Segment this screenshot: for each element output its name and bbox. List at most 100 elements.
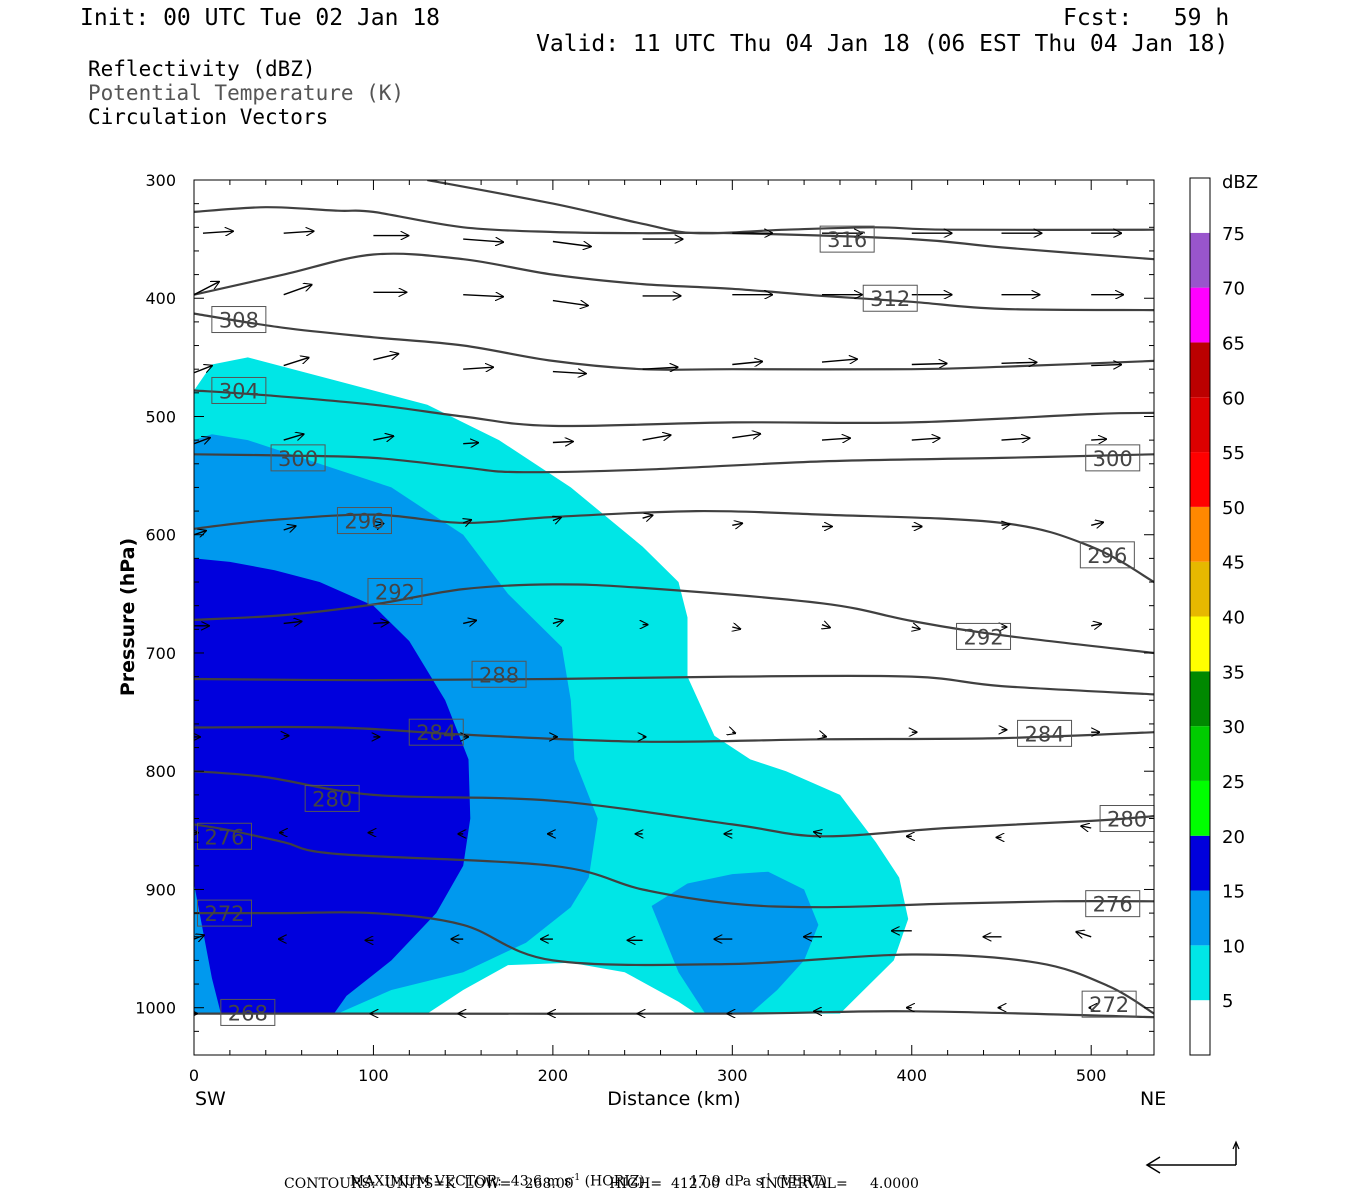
- theta-contour-308: [194, 312, 1154, 371]
- colorbar-label: 10: [1222, 936, 1245, 957]
- colorbar-label: 70: [1222, 279, 1245, 300]
- max-vector-label: MAXIMUM VECTOR:: [349, 1173, 502, 1190]
- theta-contour-label-276: 276: [197, 822, 253, 850]
- colorbar-label: 55: [1222, 443, 1245, 464]
- colorbar-label: 25: [1222, 772, 1245, 793]
- colorbar-segment: [1190, 342, 1210, 398]
- svg-text:284: 284: [416, 721, 456, 745]
- colorbar-segment: [1190, 671, 1210, 727]
- colorbar-label: 65: [1222, 333, 1245, 354]
- colorbar-segment: [1190, 397, 1210, 453]
- svg-text:280: 280: [1107, 808, 1147, 832]
- circulation-vector: [732, 627, 740, 629]
- theta-contour-label-300: 300: [270, 444, 326, 472]
- y-axis-label: Pressure (hPa): [117, 538, 139, 696]
- theta-contour-label-288: 288: [471, 660, 527, 688]
- circulation-vector: [732, 434, 760, 438]
- circulation-vector: [552, 299, 588, 306]
- y-tick-label: 400: [145, 289, 176, 308]
- colorbar-segment: [1190, 945, 1210, 1001]
- theta-contour-276: [194, 823, 1154, 909]
- theta-contour-label-276: 276: [1085, 890, 1141, 918]
- theta-contour-label-308: 308: [211, 306, 267, 334]
- circulation-vector: [373, 524, 383, 527]
- circulation-vector: [463, 443, 478, 444]
- svg-text:304: 304: [219, 379, 259, 403]
- x-axis-label: Distance (km): [607, 1088, 740, 1110]
- colorbar-title: dBZ: [1222, 172, 1258, 193]
- colorbar-label: 20: [1222, 827, 1245, 848]
- horiz-exponent: -1: [571, 1173, 581, 1183]
- theta-contour-316: [194, 206, 1154, 261]
- colorbar-label: 50: [1222, 498, 1245, 519]
- circulation-vector: [732, 523, 742, 525]
- x-tick-label: 500: [1076, 1066, 1107, 1085]
- circulation-vector: [911, 438, 940, 440]
- x-tick-label: 200: [538, 1066, 569, 1085]
- theta-contour-label-312: 312: [862, 284, 918, 312]
- circulation-vector: [821, 438, 850, 440]
- x-tick-label: 0: [189, 1066, 199, 1085]
- x-tick-label: 300: [717, 1066, 748, 1085]
- init-time: Init: 00 UTC Tue 02 Jan 18: [80, 5, 441, 31]
- colorbar-segment: [1190, 1000, 1210, 1055]
- circulation-vector: [732, 732, 735, 733]
- y-tick-label: 900: [145, 880, 176, 899]
- circulation-vector: [463, 295, 503, 297]
- colorbar-segment: [1190, 780, 1210, 836]
- valid-time: Valid: 11 UTC Thu 04 Jan 18 (06 EST Thu …: [536, 31, 1229, 57]
- theta-contour-296: [194, 509, 1154, 583]
- circulation-vector: [373, 622, 388, 623]
- x-left-label: SW: [195, 1088, 226, 1110]
- forecast-hour: Fcst: 59 h: [1063, 5, 1230, 31]
- circulation-vector: [1076, 932, 1092, 937]
- circulation-vector: [553, 518, 561, 521]
- vert-exponent: -1: [762, 1173, 772, 1183]
- colorbar-segment: [1190, 287, 1210, 343]
- theta-contour-label-292: 292: [956, 622, 1012, 650]
- reflectivity-region-15dbz: [194, 558, 471, 1014]
- circulation-vector: [1091, 365, 1121, 366]
- colorbar-label: 30: [1222, 717, 1245, 738]
- circulation-vector: [1091, 439, 1106, 440]
- theta-contour-304: [194, 389, 1154, 428]
- colorbar-label: 40: [1222, 608, 1245, 629]
- circulation-vector: [732, 362, 762, 365]
- y-tick-label: 300: [145, 171, 176, 190]
- colorbar-label: 75: [1222, 224, 1245, 245]
- svg-text:308: 308: [219, 309, 259, 333]
- svg-text:296: 296: [1087, 544, 1127, 568]
- circulation-vector: [283, 526, 296, 530]
- colorbar-segment: [1190, 726, 1210, 781]
- vert-value: 17.9 dPa s: [689, 1173, 763, 1190]
- svg-text:272: 272: [1089, 993, 1129, 1017]
- theta-contour-label-304: 304: [211, 376, 267, 404]
- circulation-vector: [1001, 438, 1030, 440]
- svg-text:268: 268: [228, 1001, 268, 1025]
- theta-contour-292: [194, 583, 1154, 655]
- circulation-vector: [194, 438, 210, 444]
- svg-text:284: 284: [1024, 722, 1064, 746]
- theta-contour-320: [427, 180, 1154, 235]
- horiz-value: 43.6 m s: [510, 1173, 572, 1190]
- theta-contour-label-284: 284: [1017, 719, 1073, 747]
- circulation-vector: [642, 515, 653, 518]
- colorbar-label: 45: [1222, 553, 1245, 574]
- circulation-vector: [202, 231, 233, 233]
- colorbar-segment: [1190, 835, 1210, 891]
- theta-contour-label-292: 292: [367, 577, 423, 605]
- theta-contour-label-300: 300: [1085, 444, 1141, 472]
- svg-text:276: 276: [1093, 893, 1133, 917]
- circulation-vector: [283, 231, 314, 233]
- theta-contour-312: [194, 252, 1154, 312]
- circulation-vector: [642, 367, 678, 369]
- variable-potential-temperature: Potential Temperature (K): [88, 81, 405, 105]
- svg-text:292: 292: [375, 580, 415, 604]
- svg-text:288: 288: [479, 663, 519, 687]
- svg-text:300: 300: [278, 447, 318, 471]
- circulation-vector: [283, 621, 302, 623]
- circulation-vector: [1091, 624, 1101, 626]
- circulation-vector: [194, 531, 206, 535]
- circulation-vector: [283, 358, 309, 367]
